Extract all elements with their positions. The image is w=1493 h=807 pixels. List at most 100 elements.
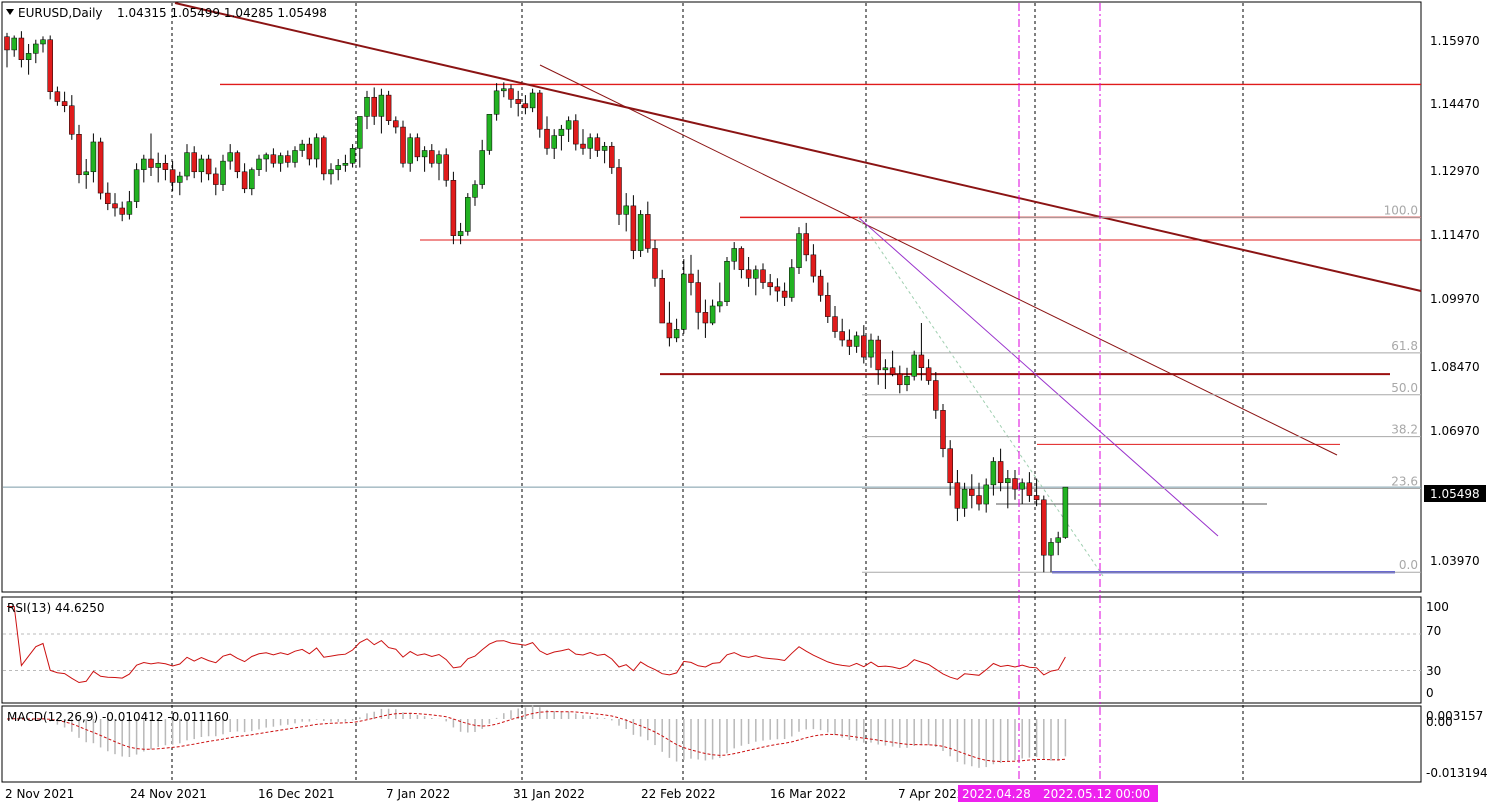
candle-body [1012, 478, 1018, 490]
candle [825, 282, 831, 324]
candle-body [321, 137, 327, 175]
candle [673, 318, 680, 343]
time-axis: 2 Nov 2021 24 Nov 2021 16 Dec 2021 7 Jan… [5, 785, 1158, 802]
candle [234, 150, 241, 179]
candle [227, 144, 233, 170]
candle [1062, 486, 1069, 539]
candle [573, 114, 579, 151]
fib-level-label: 38.2 [1391, 423, 1418, 437]
macd-signal-line [6, 711, 1066, 763]
candle-body [40, 39, 46, 45]
candle [911, 350, 917, 381]
candle [889, 350, 896, 377]
candle-body [990, 461, 997, 486]
candle-body [105, 192, 111, 204]
candle [609, 141, 615, 174]
candle-body [486, 114, 493, 151]
candle-body [738, 248, 745, 271]
candle [277, 152, 284, 172]
candle-body [1062, 486, 1069, 538]
symbol-header[interactable]: EURUSD,Daily 1.04315 1.05499 1.04285 1.0… [6, 6, 327, 20]
candle [421, 146, 428, 172]
candle [162, 154, 169, 181]
candle [954, 469, 961, 522]
candle [407, 133, 413, 172]
candle-body [400, 126, 406, 164]
current-price-box [1424, 485, 1486, 502]
candle [724, 256, 730, 306]
macd-label: MACD(12,26,9) -0.010412 -0.011160 [7, 710, 229, 724]
candle-body [522, 103, 529, 109]
candle [18, 31, 25, 68]
date-highlight-box [958, 785, 1158, 802]
rsi-label: RSI(13) 44.6250 [7, 601, 105, 615]
time-label: 2 Nov 2021 [5, 787, 74, 801]
current-price-label: 1.05498 [1430, 487, 1480, 501]
candle-body [364, 96, 370, 117]
candle-body [976, 495, 982, 505]
candle-body [119, 207, 125, 215]
candle-body [450, 180, 457, 236]
candle-body [90, 141, 97, 173]
candle [241, 163, 248, 194]
candle [263, 152, 269, 172]
candle-body [126, 201, 133, 215]
candle-body [529, 92, 536, 109]
rsi-line [7, 606, 1066, 684]
candle-body [947, 448, 953, 484]
time-label: 7 Apr 2022 [898, 787, 965, 801]
price-tick: 1.11470 [1430, 228, 1480, 242]
candle-body [407, 137, 413, 164]
candle-body [868, 339, 874, 358]
candle-body [861, 335, 867, 358]
candle-body [241, 171, 248, 190]
candle-body [997, 461, 1004, 484]
candle-body [601, 145, 608, 151]
candle-body [263, 154, 269, 160]
candle-body [162, 163, 169, 170]
candle [645, 201, 651, 253]
candle-body [731, 248, 737, 262]
candle-body [1041, 499, 1047, 556]
candle [249, 167, 255, 196]
candle [666, 301, 673, 347]
candle [393, 116, 399, 134]
candle [630, 195, 637, 260]
candle [198, 154, 205, 183]
candle-body [169, 169, 176, 183]
candle-body [537, 92, 543, 130]
candle-body [695, 282, 701, 313]
candle [443, 148, 449, 187]
candle [1012, 469, 1018, 500]
candle [810, 244, 817, 283]
candle [623, 193, 629, 232]
fib-diagonal [857, 216, 1104, 577]
candle-body [810, 254, 817, 277]
symbol-label: EURUSD,Daily [18, 6, 103, 20]
dropdown-arrow-icon[interactable] [6, 9, 14, 15]
candle-body [33, 43, 39, 54]
candle-body [371, 96, 377, 117]
candle [177, 171, 183, 196]
candle [76, 124, 82, 184]
candle [364, 90, 370, 130]
candle [342, 154, 349, 172]
candle-body [1033, 495, 1040, 501]
candle [781, 282, 788, 306]
candle [349, 144, 356, 168]
candle [40, 36, 46, 53]
candle-body [76, 134, 82, 176]
candle-body [501, 88, 507, 92]
candle-body [983, 484, 989, 505]
candle-body [465, 197, 471, 232]
time-label: 22 Feb 2022 [641, 787, 716, 801]
candle [695, 269, 701, 330]
candle-body [133, 169, 140, 202]
rsi-indicator [3, 606, 1421, 684]
candle-body [961, 488, 968, 509]
candle-body [306, 143, 313, 160]
candle [493, 83, 500, 121]
candle [580, 129, 586, 155]
candle-body [1019, 482, 1025, 490]
main-panel-frame [1, 1, 1422, 593]
